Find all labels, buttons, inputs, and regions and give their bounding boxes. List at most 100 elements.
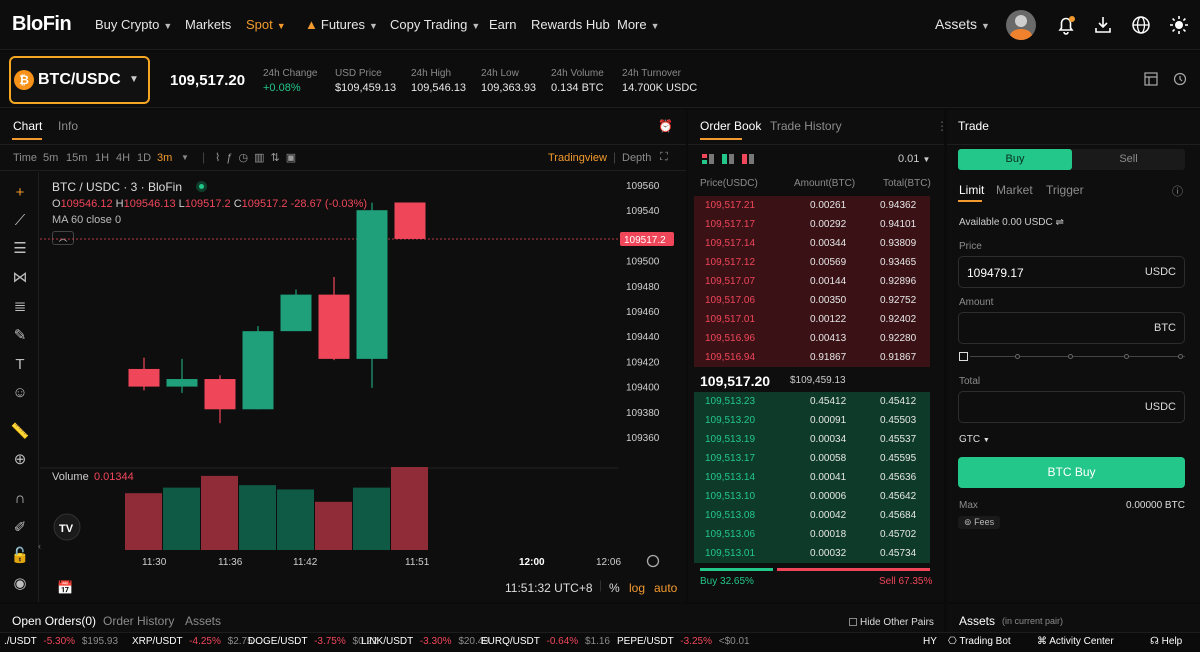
sell-side-button[interactable]: Sell [1119, 153, 1138, 165]
fib-icon[interactable]: ≣ [13, 298, 27, 315]
tradingview-logo[interactable] [53, 513, 81, 541]
ruler-icon[interactable]: 📏 [10, 423, 30, 440]
help-link[interactable]: ☊ Help [1150, 636, 1182, 647]
fullscreen-icon[interactable]: ⛶ [660, 151, 668, 163]
collapse-legend-button[interactable]: ︿ [52, 231, 74, 245]
slider-tick[interactable] [1015, 354, 1020, 359]
nav-futures[interactable]: ▲ Futures ▼ [305, 17, 378, 32]
chevron-down-icon[interactable]: ▼ [181, 153, 189, 162]
scale-percent[interactable]: % [609, 581, 620, 595]
scale-log[interactable]: log [629, 581, 646, 595]
nav-buy-crypto[interactable]: Buy Crypto ▼ [95, 17, 172, 32]
order-type-trigger[interactable]: Trigger [1046, 183, 1084, 197]
zoom-icon[interactable]: ⊕ [13, 451, 27, 468]
ticker-item[interactable]: ./USDT -5.30% $195.93 [4, 636, 118, 647]
slider-tick[interactable] [1124, 354, 1129, 359]
tab-open-orders[interactable]: Open Orders(0) [12, 614, 97, 628]
avatar[interactable] [1006, 10, 1036, 40]
ticker-item[interactable]: LINK/USDT -3.30% $20.49 [361, 636, 489, 647]
trading-bot-link[interactable]: ⎔ Trading Bot [948, 636, 1011, 647]
calendar-icon[interactable]: 📅 [57, 580, 74, 595]
orderbook-row[interactable]: 109,517.21 0.00261 0.94362 [694, 196, 930, 215]
view-depth[interactable]: Depth [622, 152, 652, 164]
interval-3m[interactable]: 3m [157, 152, 173, 164]
orderbook-row[interactable]: 109,513.14 0.00041 0.45636 [694, 468, 930, 487]
nav-spot[interactable]: Spot ▼ [246, 17, 286, 32]
order-type-limit[interactable]: Limit [959, 183, 985, 197]
crosshair-icon[interactable]: + [15, 184, 25, 201]
hlines-icon[interactable]: ☰ [13, 240, 27, 257]
nav-earn[interactable]: Earn [489, 17, 516, 32]
nav-markets[interactable]: Markets [185, 17, 231, 32]
layout-icon[interactable] [1144, 72, 1158, 86]
interval-1d[interactable]: 1D [137, 152, 152, 164]
orderbook-row[interactable]: 109,513.08 0.00042 0.45684 [694, 506, 930, 525]
tab-assets[interactable]: Assets [185, 614, 222, 628]
tab-trade-history[interactable]: Trade History [770, 119, 842, 133]
eye-icon[interactable]: ◉ [13, 575, 27, 592]
ticker-item[interactable]: HY [923, 636, 945, 647]
drag-handle-icon[interactable]: ⋮ [936, 119, 948, 133]
tab-info[interactable]: Info [58, 119, 79, 133]
activity-center-link[interactable]: ⌘ Activity Center [1037, 636, 1114, 647]
nav-copy-trading[interactable]: Copy Trading ▼ [390, 17, 480, 32]
orderbook-row[interactable]: 109,513.01 0.00032 0.45734 [694, 544, 930, 563]
clock-icon[interactable] [1173, 72, 1187, 86]
lock-icon[interactable]: 🔓 [10, 547, 30, 564]
bell-icon[interactable] [1055, 14, 1077, 36]
submit-buy-button[interactable]: BTC Buy [958, 457, 1185, 488]
tab-order-book[interactable]: Order Book [700, 119, 762, 133]
help-icon[interactable]: ⓘ [1172, 186, 1183, 198]
pair-selector[interactable]: ₿ BTC/USDC ▼ [9, 56, 150, 104]
time-in-force-select[interactable]: GTC ▼ [959, 434, 990, 445]
orderbook-row[interactable]: 109,513.17 0.00058 0.45595 [694, 449, 930, 468]
sun-icon[interactable] [1168, 14, 1190, 36]
alarm-icon[interactable]: ⏰ [658, 119, 673, 133]
interval-5m[interactable]: 5m [43, 152, 59, 164]
hide-pairs-checkbox[interactable] [849, 618, 857, 626]
fees-button[interactable]: ⊚ Fees [958, 516, 1001, 529]
slider-tick[interactable] [1068, 354, 1073, 359]
logo[interactable]: BloFin [12, 13, 72, 35]
text-icon[interactable]: T [15, 356, 25, 373]
total-input[interactable]: USDC [958, 391, 1185, 423]
tab-order-history[interactable]: Order History [103, 614, 175, 628]
assets-menu[interactable]: Assets ▼ [935, 16, 990, 32]
ticker-item[interactable]: EURQ/USDT -0.64% $1.16 [481, 636, 610, 647]
globe-icon[interactable] [1130, 14, 1152, 36]
brush-icon[interactable]: ✎ [13, 327, 27, 344]
orderbook-row[interactable]: 109,517.14 0.00344 0.93809 [694, 234, 930, 253]
precision-select[interactable]: 0.01 ▼ [898, 153, 930, 165]
amount-input[interactable]: BTC [958, 312, 1185, 344]
view-tradingview[interactable]: Tradingview [548, 152, 607, 164]
ticker-item[interactable]: PEPE/USDT -3.25% <$0.01 [617, 636, 750, 647]
orderbook-row[interactable]: 109,517.12 0.00569 0.93465 [694, 253, 930, 272]
orderbook-row[interactable]: 109,513.20 0.00091 0.45503 [694, 411, 930, 430]
download-icon[interactable] [1092, 14, 1114, 36]
view-both-icon[interactable] [702, 154, 714, 164]
orderbook-row[interactable]: 109,517.17 0.00292 0.94101 [694, 215, 930, 234]
orderbook-row[interactable]: 109,517.07 0.00144 0.92896 [694, 272, 930, 291]
slider-handle[interactable] [959, 352, 968, 361]
price-chart[interactable]: 1095601095401095201095001094801094601094… [40, 172, 686, 602]
price-input[interactable]: 109479.17 USDC [958, 256, 1185, 288]
buy-side-button[interactable]: Buy [958, 149, 1072, 170]
nav-more[interactable]: More ▼ [617, 17, 660, 32]
orderbook-row[interactable]: 109,516.94 0.91867 0.91867 [694, 348, 930, 367]
interval-15m[interactable]: 15m [66, 152, 88, 164]
amount-slider-track[interactable] [970, 356, 1185, 357]
interval-4h[interactable]: 4H [116, 152, 131, 164]
view-bids-icon[interactable] [722, 154, 734, 164]
orderbook-row[interactable]: 109,516.96 0.00413 0.92280 [694, 329, 930, 348]
orderbook-row[interactable]: 109,513.23 0.45412 0.45412 [694, 392, 930, 411]
transfer-icon[interactable]: ⇌ [1055, 217, 1064, 228]
orderbook-row[interactable]: 109,517.06 0.00350 0.92752 [694, 291, 930, 310]
pattern-icon[interactable]: ⋈ [12, 269, 28, 286]
trendline-icon[interactable]: ⟋ [14, 212, 26, 229]
tab-chart[interactable]: Chart [13, 119, 43, 133]
emoji-icon[interactable]: ☺ [12, 384, 28, 401]
scale-auto[interactable]: auto [654, 581, 678, 595]
ticker-item[interactable]: XRP/USDT -4.25% $2.75 [132, 636, 253, 647]
interval-1h[interactable]: 1H [95, 152, 110, 164]
lock-draw-icon[interactable]: ✐ [13, 519, 27, 536]
